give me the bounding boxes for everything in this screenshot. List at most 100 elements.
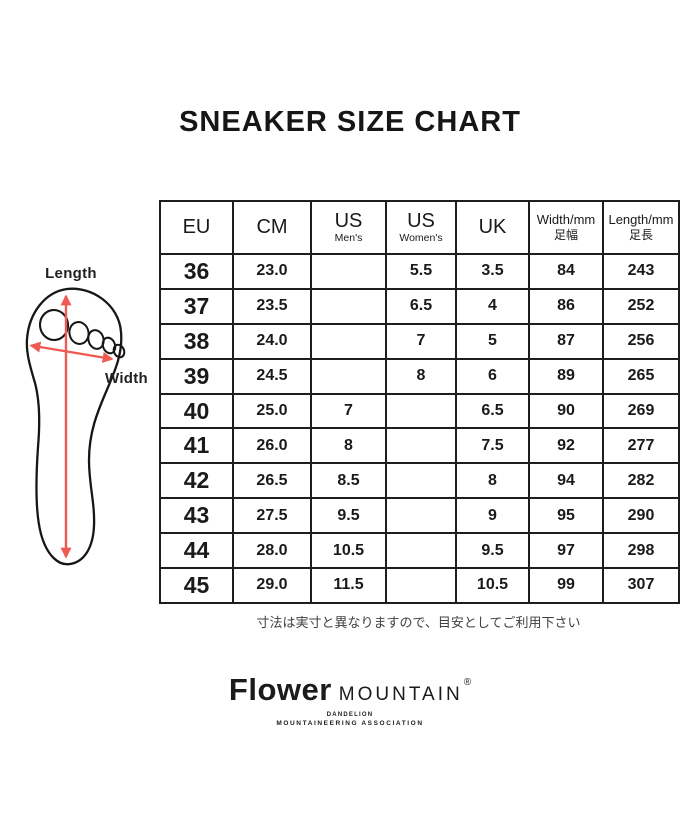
eu-size-cell: 43 <box>159 497 234 535</box>
size-value-cell: 23.0 <box>232 253 312 290</box>
brand-logo: Flower MOUNTAIN® DANDELION MOUNTAINEERING… <box>0 674 700 727</box>
width-arrow <box>29 341 114 363</box>
size-value-cell <box>310 287 387 325</box>
toe-circle <box>112 343 126 359</box>
size-value-cell: 29.0 <box>232 567 312 604</box>
length-label: Length <box>45 265 97 282</box>
size-value-cell: 87 <box>528 322 604 360</box>
size-value-cell: 8 <box>310 427 387 465</box>
size-value-cell: 290 <box>602 497 680 535</box>
size-value-cell: 8.5 <box>310 462 387 500</box>
logo-subtext-dandelion: DANDELION <box>326 712 374 718</box>
eu-size-cell: 45 <box>159 567 234 604</box>
page-title: SNEAKER SIZE CHART <box>179 106 521 138</box>
size-value-cell <box>310 357 387 395</box>
size-row-eu-44: 44 28.0 10.5 9.5 97 298 <box>159 532 680 570</box>
size-value-cell: 256 <box>602 322 680 360</box>
size-value-cell: 252 <box>602 287 680 325</box>
size-row-eu-45: 45 29.0 11.5 10.5 99 307 <box>159 567 680 604</box>
foot-measurement-diagram: Length Width <box>10 260 170 590</box>
size-value-cell <box>385 392 457 430</box>
column-header-uk: UK <box>455 200 530 255</box>
size-value-cell: 99 <box>528 567 604 604</box>
size-value-cell: 5 <box>455 322 530 360</box>
size-value-cell: 298 <box>602 532 680 570</box>
size-value-cell: 7 <box>310 392 387 430</box>
toe-circle <box>68 321 90 345</box>
logo-mountain-text: MOUNTAIN <box>338 684 463 705</box>
size-value-cell <box>385 427 457 465</box>
header-row: EU CM US Men's US Women's UK Width/mm 足幅 Length/m… <box>159 200 680 255</box>
foot-outline <box>25 287 123 566</box>
column-header-length-mm: Length/mm 足長 <box>602 200 680 255</box>
size-table-header: EU CM US Men's US Women's UK Width/mm 足幅 Length/m… <box>159 200 680 255</box>
eu-size-cell: 37 <box>159 287 234 325</box>
size-value-cell: 97 <box>528 532 604 570</box>
size-value-cell: 27.5 <box>232 497 312 535</box>
column-header-cm: CM <box>232 200 312 255</box>
column-header-us-men-s: US Men's <box>310 200 387 255</box>
size-value-cell: 26.5 <box>232 462 312 500</box>
size-value-cell: 28.0 <box>232 532 312 570</box>
size-value-cell: 26.0 <box>232 427 312 465</box>
width-label: Width <box>105 370 149 387</box>
size-value-cell: 4 <box>455 287 530 325</box>
size-value-cell: 277 <box>602 427 680 465</box>
size-row-eu-38: 38 24.0 7 5 87 256 <box>159 322 680 360</box>
size-value-cell: 269 <box>602 392 680 430</box>
column-header-us-women-s: US Women's <box>385 200 457 255</box>
eu-size-cell: 36 <box>159 253 234 290</box>
size-value-cell: 24.0 <box>232 322 312 360</box>
foot-outline-illustration <box>25 287 126 566</box>
size-value-cell <box>310 322 387 360</box>
size-value-cell: 9.5 <box>310 497 387 535</box>
size-row-eu-36: 36 23.0 5.5 3.5 84 243 <box>159 253 680 290</box>
eu-size-cell: 44 <box>159 532 234 570</box>
size-value-cell: 92 <box>528 427 604 465</box>
size-value-cell: 11.5 <box>310 567 387 604</box>
size-value-cell: 5.5 <box>385 253 457 290</box>
size-value-cell: 90 <box>528 392 604 430</box>
size-value-cell: 265 <box>602 357 680 395</box>
eu-size-cell: 40 <box>159 392 234 430</box>
size-value-cell: 6.5 <box>385 287 457 325</box>
size-value-cell: 89 <box>528 357 604 395</box>
size-value-cell: 6 <box>455 357 530 395</box>
eu-size-cell: 41 <box>159 427 234 465</box>
size-table-body: 36 23.0 5.5 3.5 84 243 37 23.5 6.5 4 86 252 38 24.0 7 5… <box>159 253 680 604</box>
size-value-cell: 282 <box>602 462 680 500</box>
eu-size-cell: 38 <box>159 322 234 360</box>
size-value-cell <box>385 567 457 604</box>
logo-subtext-association: MOUNTAINEERING ASSOCIATION <box>276 720 424 727</box>
size-value-cell: 9.5 <box>455 532 530 570</box>
size-value-cell: 9 <box>455 497 530 535</box>
size-value-cell: 23.5 <box>232 287 312 325</box>
size-value-cell: 243 <box>602 253 680 290</box>
size-value-cell: 6.5 <box>455 392 530 430</box>
size-row-eu-37: 37 23.5 6.5 4 86 252 <box>159 287 680 325</box>
size-value-cell: 3.5 <box>455 253 530 290</box>
size-value-cell: 24.5 <box>232 357 312 395</box>
size-value-cell: 84 <box>528 253 604 290</box>
size-value-cell: 8 <box>455 462 530 500</box>
size-value-cell <box>385 497 457 535</box>
size-row-eu-39: 39 24.5 8 6 89 265 <box>159 357 680 395</box>
size-value-cell: 8 <box>385 357 457 395</box>
size-value-cell: 25.0 <box>232 392 312 430</box>
size-table: EU CM US Men's US Women's UK Width/mm 足幅 Length/m… <box>159 200 680 604</box>
size-value-cell: 307 <box>602 567 680 604</box>
eu-size-cell: 39 <box>159 357 234 395</box>
size-row-eu-41: 41 26.0 8 7.5 92 277 <box>159 427 680 465</box>
size-row-eu-43: 43 27.5 9.5 9 95 290 <box>159 497 680 535</box>
brand-logo-wordmark: Flower MOUNTAIN® <box>0 674 700 705</box>
toe-circle <box>38 308 70 342</box>
logo-flower-text: Flower <box>228 672 332 707</box>
eu-size-cell: 42 <box>159 462 234 500</box>
column-header-width-mm: Width/mm 足幅 <box>528 200 604 255</box>
size-value-cell: 7 <box>385 322 457 360</box>
size-value-cell: 10.5 <box>455 567 530 604</box>
size-value-cell <box>385 462 457 500</box>
size-value-cell <box>385 532 457 570</box>
size-value-cell: 94 <box>528 462 604 500</box>
